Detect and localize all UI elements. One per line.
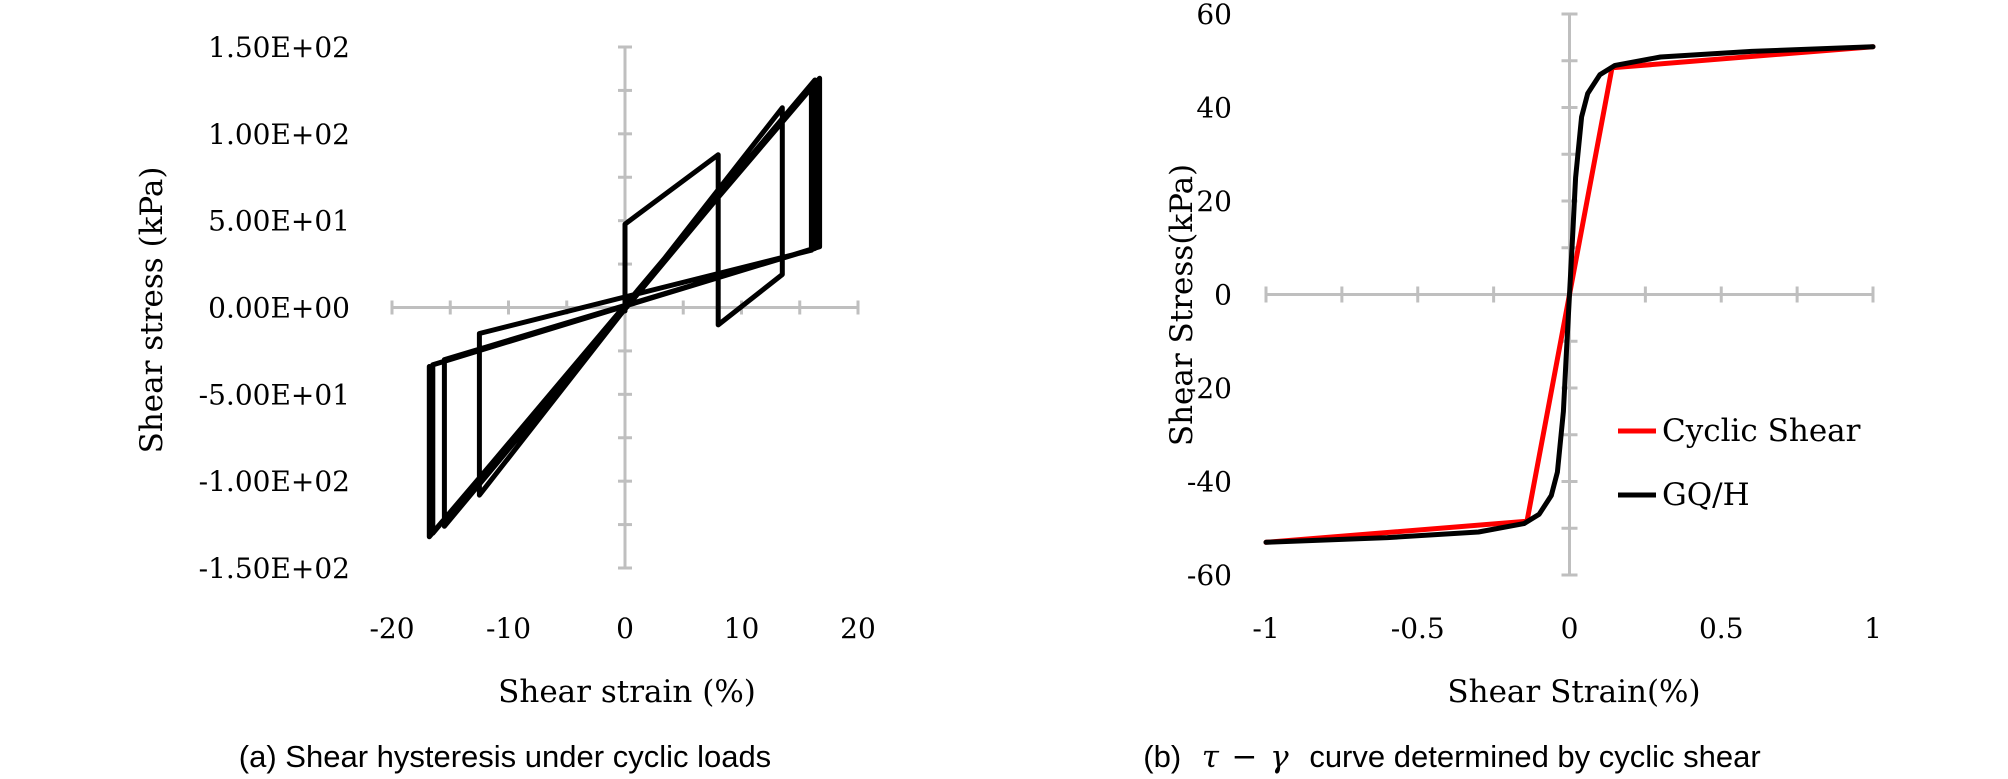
caption-gamma-symbol: γ bbox=[1270, 739, 1289, 775]
panel-b-y-tick-label: -20 bbox=[1187, 372, 1232, 405]
panel-a-y-tick-label: 5.00E+01 bbox=[208, 205, 350, 238]
legend-label-gqh: GQ/H bbox=[1662, 477, 1750, 513]
panel-a-y-tick-label: 1.00E+02 bbox=[208, 118, 350, 151]
panel-b-y-tick-label: 0 bbox=[1214, 279, 1232, 312]
panel-a-series bbox=[426, 75, 823, 540]
panel-a-hysteresis-chart: 1.50E+02 1.00E+02 5.00E+01 0.00E+00 -5.00E+0… bbox=[134, 31, 876, 774]
panel-a-y-tick-label: 0.00E+00 bbox=[208, 292, 350, 325]
panel-a-y-tick-label: -5.00E+01 bbox=[199, 378, 350, 411]
panel-b-y-tick-label: 60 bbox=[1196, 0, 1232, 31]
panel-a-y-tick-label: 1.50E+02 bbox=[208, 31, 350, 64]
panel-b-y-tick-label: -60 bbox=[1187, 559, 1232, 592]
panel-a-x-tick-labels: -20 -10 0 10 20 bbox=[369, 612, 875, 645]
panel-a-x-tick-label: -10 bbox=[486, 612, 531, 645]
panel-a-caption: (a) Shear hysteresis under cyclic loads bbox=[239, 739, 771, 774]
panel-b-x-tick-label: -1 bbox=[1252, 612, 1279, 645]
panel-a-x-tick-label: 10 bbox=[724, 612, 760, 645]
panel-a-y-tick-label: -1.50E+02 bbox=[199, 552, 350, 585]
panel-a-x-axis-title: Shear strain (%) bbox=[498, 674, 756, 710]
panel-b-x-tick-label: 1 bbox=[1864, 612, 1882, 645]
panel-b-series bbox=[1263, 44, 1876, 545]
caption-suffix: curve determined by cyclic shear bbox=[1309, 739, 1760, 774]
panel-b-y-tick-label: 40 bbox=[1196, 92, 1232, 125]
panel-a-y-tick-labels: 1.50E+02 1.00E+02 5.00E+01 0.00E+00 -5.00E+0… bbox=[199, 31, 350, 585]
panel-b-y-tick-label: 20 bbox=[1196, 185, 1232, 218]
panel-a-x-tick-label: 0 bbox=[616, 612, 634, 645]
panel-b-y-axis-title: Shear Stress(kPa) bbox=[1164, 164, 1200, 446]
panel-b-y-tick-labels: 60 40 20 0 -20 -40 -60 bbox=[1187, 0, 1232, 592]
legend-label-cyclic-shear: Cyclic Shear bbox=[1662, 413, 1861, 449]
panel-a-x-tick-label: 20 bbox=[840, 612, 876, 645]
panel-b-tau-gamma-chart: 60 40 20 0 -20 -40 -60 -1 -0.5 0 0.5 1 Cyclic Shea… bbox=[1143, 0, 1882, 775]
panel-b-x-tick-label: 0.5 bbox=[1699, 612, 1744, 645]
panel-a-y-tick-label: -1.00E+02 bbox=[199, 465, 350, 498]
panel-a-y-axis-title: Shear stress (kPa) bbox=[134, 167, 170, 454]
panel-a-x-tick-label: -20 bbox=[369, 612, 414, 645]
panel-b-legend: Cyclic Shear GQ/H bbox=[1618, 413, 1861, 513]
caption-dash: − bbox=[1232, 739, 1258, 775]
panel-b-x-tick-labels: -1 -0.5 0 0.5 1 bbox=[1252, 612, 1882, 645]
panel-b-x-tick-label: 0 bbox=[1561, 612, 1579, 645]
panel-b-x-axis-title: Shear Strain(%) bbox=[1447, 674, 1700, 710]
panel-a-series-series-0 bbox=[426, 75, 823, 540]
panel-b-y-tick-label: -40 bbox=[1187, 466, 1232, 499]
panel-b-caption: (b) τ − γ curve determined by cyclic she… bbox=[1143, 739, 1760, 775]
panel-b-x-tick-label: -0.5 bbox=[1391, 612, 1445, 645]
panel-b-series-gq-h bbox=[1263, 44, 1876, 545]
caption-tau-symbol: τ bbox=[1202, 739, 1220, 775]
caption-prefix: (b) bbox=[1143, 739, 1181, 774]
